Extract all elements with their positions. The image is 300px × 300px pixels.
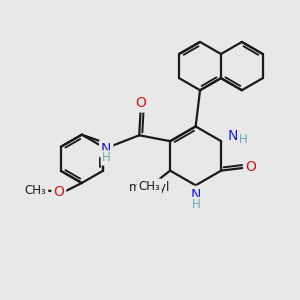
- Text: CH₃: CH₃: [138, 180, 160, 193]
- Text: H: H: [192, 198, 201, 211]
- Text: H: H: [239, 133, 248, 146]
- Text: O: O: [53, 185, 64, 200]
- Text: N: N: [191, 188, 201, 202]
- Text: N: N: [101, 142, 111, 155]
- Text: N: N: [227, 129, 238, 143]
- Text: O: O: [245, 160, 256, 174]
- Text: methyl: methyl: [128, 181, 170, 194]
- Text: CH₃: CH₃: [25, 184, 46, 197]
- Text: H: H: [102, 152, 111, 164]
- Text: O: O: [135, 97, 146, 110]
